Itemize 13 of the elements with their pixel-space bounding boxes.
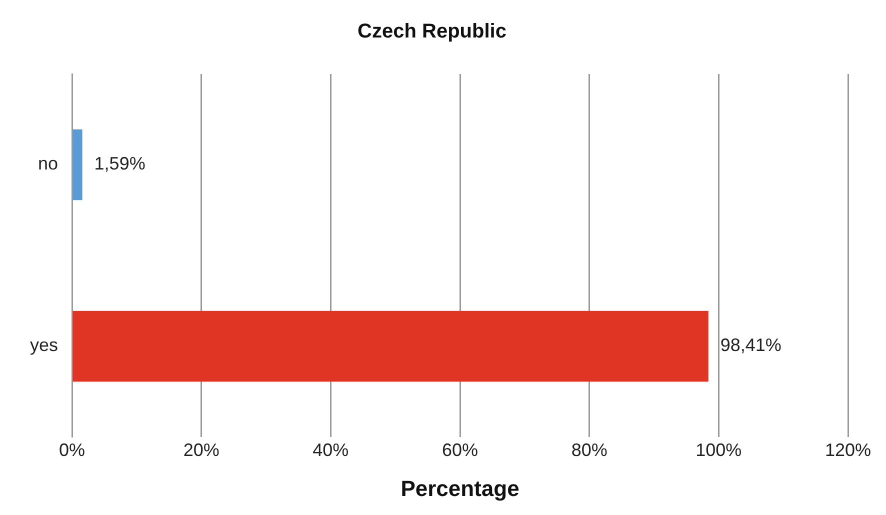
- x-axis-title: Percentage: [400, 476, 520, 501]
- x-tick-label: 120%: [824, 440, 872, 460]
- x-tick-label: 20%: [183, 440, 220, 460]
- x-tick-label: 100%: [696, 440, 742, 460]
- data-label: 1,59%: [94, 154, 146, 174]
- y-tick-label: yes: [30, 335, 58, 356]
- x-tick-label: 40%: [312, 440, 349, 460]
- x-tick-label: 60%: [442, 440, 478, 460]
- x-tick-label: 0%: [59, 440, 86, 460]
- y-tick-label: no: [38, 154, 58, 174]
- x-tick-label: 80%: [571, 440, 608, 460]
- chart-title: Czech Republic: [358, 20, 506, 43]
- data-label: 98,41%: [720, 335, 782, 356]
